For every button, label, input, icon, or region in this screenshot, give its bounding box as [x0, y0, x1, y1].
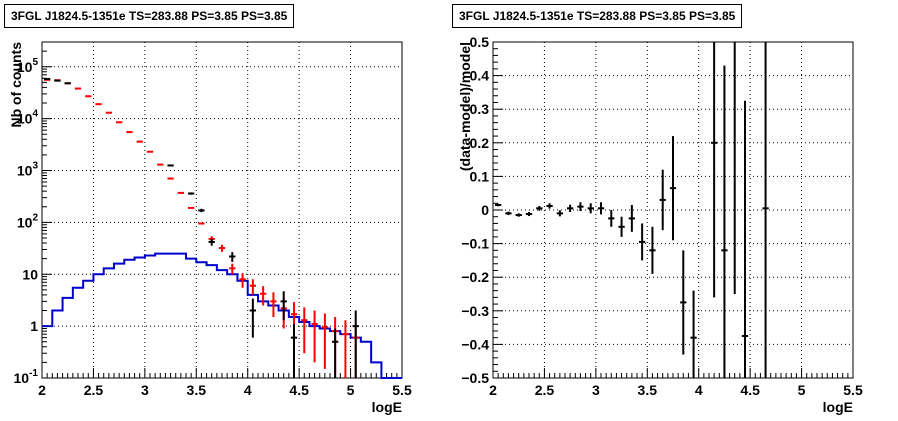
right-y-tick-label: 0 — [481, 202, 489, 218]
right-y-tick-label: 0.4 — [470, 68, 490, 84]
right-x-tick-label: 2 — [489, 382, 497, 398]
right-y-tick-label: −0.2 — [461, 269, 489, 285]
right-y-tick-label: −0.5 — [461, 370, 489, 386]
left-y-tick-label: 102 — [17, 212, 39, 230]
left-x-tick-label: 3 — [141, 382, 149, 398]
right-y-tick-label: −0.1 — [461, 236, 489, 252]
left-y-tick-label: 104 — [17, 109, 39, 127]
right-y-tick-label: 0.1 — [470, 168, 490, 184]
left-grid — [42, 42, 402, 378]
right-x-tick-label: 4.5 — [740, 382, 760, 398]
right-x-tick-label: 2.5 — [535, 382, 555, 398]
left-x-tick-label: 4.5 — [289, 382, 309, 398]
left-y-tick-label: 10-1 — [14, 368, 39, 386]
right-y-axis-title: (data-model)/model — [457, 42, 473, 171]
left-x-tick-label: 4 — [244, 382, 252, 398]
left-y-tick-label: 10 — [22, 266, 38, 282]
left-y-tick-label: 103 — [17, 161, 39, 179]
left-plot-frame — [41, 41, 403, 379]
left-x-tick-label: 5 — [347, 382, 355, 398]
right-y-tick-label: 0.3 — [470, 101, 490, 117]
source-step-line — [42, 252, 402, 379]
right-x-tick-label: 4 — [695, 382, 703, 398]
right-x-tick-label: 3 — [592, 382, 600, 398]
left-x-axis-title: logE — [372, 399, 402, 415]
right-y-tick-label: 0.2 — [470, 135, 490, 151]
right-y-tick-label: −0.3 — [461, 303, 489, 319]
left-x-tick-label: 3.5 — [187, 382, 207, 398]
right-y-tick-label: −0.4 — [461, 336, 489, 352]
right-y-tick-label: 0.5 — [470, 34, 490, 50]
chart-title-left: 3FGL J1824.5-1351e TS=283.88 PS=3.85 PS=… — [4, 4, 295, 28]
left-x-tick-label: 5.5 — [392, 382, 412, 398]
right-x-tick-label: 5.5 — [843, 382, 863, 398]
chart-title-right: 3FGL J1824.5-1351e TS=283.88 PS=3.85 PS=… — [452, 4, 743, 28]
left-y-tick-label: 1 — [30, 318, 38, 334]
left-x-tick-label: 2.5 — [84, 382, 104, 398]
right-x-axis-title: logE — [823, 399, 853, 415]
right-x-tick-label: 5 — [798, 382, 806, 398]
left-y-axis-title: Nb of counts — [8, 42, 24, 128]
left-x-tick-label: 2 — [38, 382, 46, 398]
right-x-tick-label: 3.5 — [638, 382, 658, 398]
left-y-tick-label: 105 — [17, 57, 39, 75]
